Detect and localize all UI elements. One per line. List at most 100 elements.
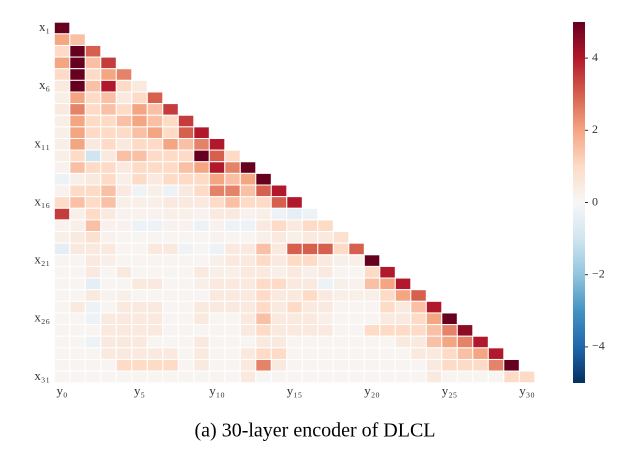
heatmap-cell [301, 324, 319, 337]
heatmap-cell [255, 265, 272, 279]
heatmap-cell [379, 300, 396, 314]
heatmap-cell [301, 289, 319, 302]
heatmap-cell [456, 370, 474, 384]
heatmap-cell [193, 149, 210, 163]
heatmap-cell [410, 289, 427, 302]
heatmap-cell [100, 300, 117, 314]
heatmap-cell [53, 347, 71, 360]
heatmap-cell [193, 219, 210, 233]
heatmap-cell [317, 289, 334, 302]
heatmap-cell [239, 277, 257, 291]
heatmap-cell [255, 184, 272, 198]
heatmap-cell [146, 114, 164, 128]
heatmap-cell [131, 114, 148, 128]
heatmap-cell [131, 335, 148, 349]
heatmap-cell [379, 335, 396, 349]
heatmap-cell [177, 265, 195, 279]
heatmap-cell [286, 289, 303, 302]
heatmap-cell [193, 300, 210, 314]
heatmap-cell [317, 358, 334, 372]
heatmap-cell [224, 335, 241, 349]
heatmap-cell [177, 219, 195, 233]
heatmap-cell [286, 207, 303, 221]
heatmap-cell [270, 324, 288, 337]
heatmap-cell [146, 231, 164, 244]
heatmap-cell [69, 335, 86, 349]
heatmap-cell [131, 138, 148, 151]
heatmap-cell [146, 324, 164, 337]
heatmap-cell [146, 358, 164, 372]
heatmap-cell [177, 358, 195, 372]
heatmap-cell [239, 219, 257, 233]
heatmap-cell [348, 324, 365, 337]
heatmap-cell [53, 312, 71, 326]
heatmap-cell [162, 289, 179, 302]
heatmap-cell [425, 370, 443, 384]
heatmap-cell [379, 358, 396, 372]
heatmap-cell [456, 358, 474, 372]
heatmap-cell [115, 347, 133, 360]
heatmap-cell [286, 219, 303, 233]
heatmap-cell [84, 126, 102, 140]
heatmap-cell [84, 347, 102, 360]
heatmap-cell [348, 300, 365, 314]
heatmap-cell [115, 219, 133, 233]
heatmap-cell [270, 242, 288, 256]
heatmap-cell [100, 149, 117, 163]
heatmap-cell [441, 312, 458, 326]
heatmap-cell [301, 254, 319, 267]
heatmap-cell [53, 335, 71, 349]
heatmap-cell [100, 289, 117, 302]
heatmap-cell [301, 231, 319, 244]
heatmap-cell [394, 370, 412, 384]
heatmap-cell [379, 289, 396, 302]
heatmap-cell [146, 242, 164, 256]
heatmap-cell [255, 254, 272, 267]
heatmap-cell [115, 172, 133, 186]
heatmap-cell [193, 184, 210, 198]
heatmap-cell [379, 324, 396, 337]
heatmap-cell [100, 207, 117, 221]
heatmap-cell [332, 277, 350, 291]
heatmap-cell [84, 114, 102, 128]
heatmap-cell [84, 149, 102, 163]
heatmap-cell [100, 335, 117, 349]
heatmap-cell [146, 138, 164, 151]
heatmap-cell [363, 347, 381, 360]
heatmap-cell [332, 312, 350, 326]
heatmap-cell [100, 184, 117, 198]
heatmap-cell [131, 289, 148, 302]
heatmap-cell [69, 56, 86, 70]
heatmap-cell [394, 335, 412, 349]
heatmap-cell [208, 161, 226, 174]
heatmap-cell [115, 300, 133, 314]
colorbar-tick-label: 4 [592, 50, 598, 64]
heatmap-cell [317, 300, 334, 314]
heatmap-cell [162, 254, 179, 267]
heatmap-cell [100, 91, 117, 105]
heatmap-cell [410, 335, 427, 349]
heatmap-cell [255, 207, 272, 221]
heatmap-cell [224, 149, 241, 163]
heatmap-cell [301, 335, 319, 349]
heatmap-cell [255, 289, 272, 302]
heatmap-cell [348, 254, 365, 267]
heatmap-cell [84, 324, 102, 337]
heatmap-cell [224, 300, 241, 314]
heatmap-cell [84, 312, 102, 326]
heatmap-cell [177, 289, 195, 302]
heatmap-cell [286, 254, 303, 267]
heatmap-cell [255, 358, 272, 372]
heatmap-cell [162, 347, 179, 360]
heatmap-cell [162, 126, 179, 140]
heatmap-cell [332, 324, 350, 337]
heatmap-cell [177, 300, 195, 314]
heatmap-cell [224, 219, 241, 233]
heatmap-cell [239, 289, 257, 302]
heatmap-cell [53, 21, 71, 35]
heatmap-cell [363, 324, 381, 337]
heatmap-cell [115, 335, 133, 349]
column-label: y₂₅ [442, 383, 458, 398]
heatmap-cell [53, 172, 71, 186]
heatmap-cell [208, 196, 226, 209]
